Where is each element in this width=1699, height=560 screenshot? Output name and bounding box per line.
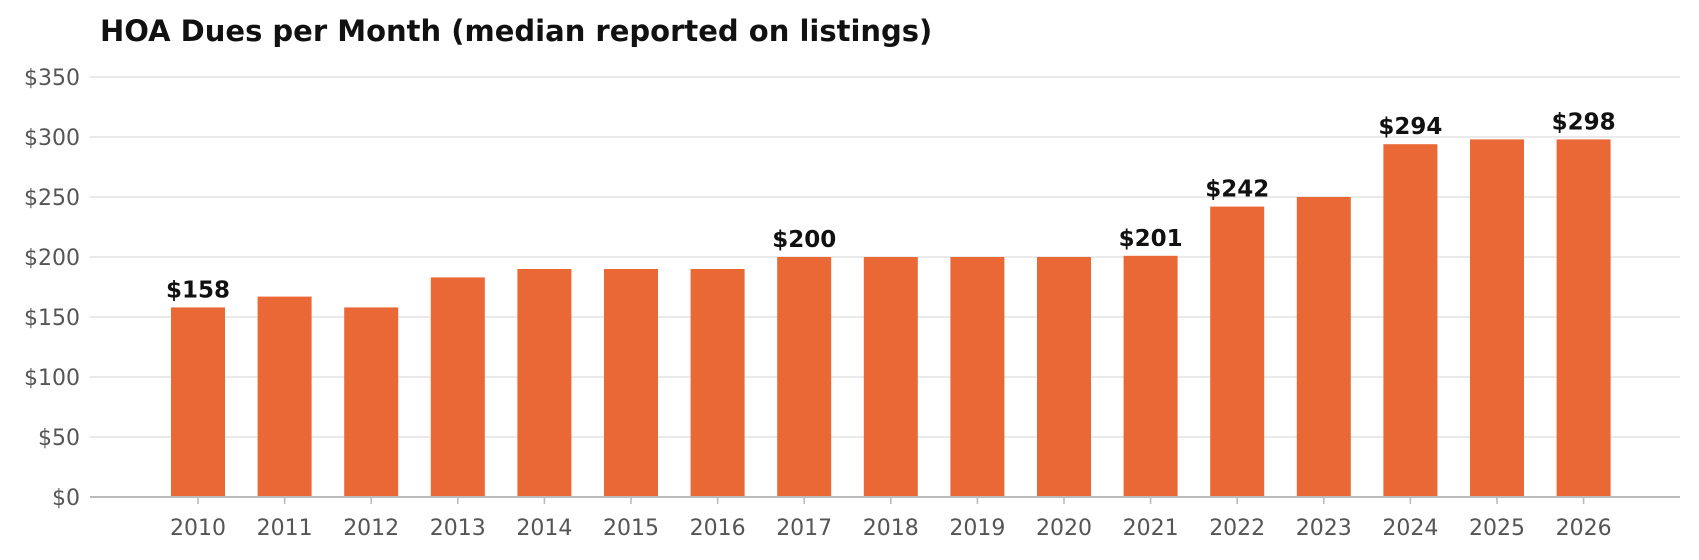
y-tick-label: $0 — [52, 486, 80, 511]
x-tick-label: 2014 — [516, 516, 572, 541]
data-label: $200 — [772, 227, 836, 253]
x-tick-label: 2023 — [1296, 516, 1352, 541]
x-tick-label: 2026 — [1556, 516, 1612, 541]
x-tick-label: 2010 — [170, 516, 226, 541]
bar — [257, 296, 312, 497]
bar — [171, 307, 225, 497]
bar — [1383, 144, 1438, 497]
y-tick-label: $150 — [24, 306, 80, 331]
x-tick-label: 2022 — [1209, 516, 1265, 541]
bar — [1037, 257, 1091, 497]
bar — [690, 269, 745, 497]
x-tick-label: 2021 — [1123, 516, 1179, 541]
y-tick-label: $50 — [38, 426, 80, 451]
bars — [171, 139, 1611, 497]
bar — [863, 257, 918, 497]
x-tick-label: 2011 — [257, 516, 313, 541]
x-tick-label: 2025 — [1469, 516, 1525, 541]
chart-title: HOA Dues per Month (median reported on l… — [100, 14, 933, 48]
x-tick-label: 2015 — [603, 516, 659, 541]
y-tick-label: $200 — [24, 246, 80, 271]
bar — [1123, 255, 1178, 497]
x-tick-label: 2020 — [1036, 516, 1092, 541]
x-tick-label: 2019 — [949, 516, 1005, 541]
y-tick-label: $250 — [24, 186, 80, 211]
x-tick-label: 2018 — [863, 516, 919, 541]
x-tick-label: 2012 — [343, 516, 399, 541]
y-tick-label: $300 — [24, 126, 80, 151]
y-tick-label: $100 — [24, 366, 80, 391]
y-tick-label: $350 — [24, 66, 80, 91]
data-label: $158 — [166, 277, 230, 303]
bar — [1556, 139, 1611, 497]
x-tick-label: 2024 — [1382, 516, 1438, 541]
bar — [604, 269, 658, 497]
bar — [517, 269, 572, 497]
x-tick-label: 2017 — [776, 516, 832, 541]
bar — [344, 307, 399, 497]
data-label: $298 — [1552, 109, 1616, 135]
bar — [430, 277, 485, 497]
bar — [1296, 197, 1351, 497]
x-tick-label: 2016 — [690, 516, 746, 541]
data-label: $294 — [1378, 114, 1442, 140]
data-label: $242 — [1205, 177, 1269, 203]
bar — [777, 257, 832, 497]
bar — [950, 257, 1005, 497]
data-label: $201 — [1119, 226, 1183, 252]
bar — [1210, 206, 1265, 497]
data-labels: $158 $200 $201 $242 $294 $298 — [166, 109, 1616, 303]
y-axis-ticks: $0 $50 $100 $150 $200 $250 $300 $350 — [24, 66, 80, 511]
x-tick-label: 2013 — [430, 516, 486, 541]
x-axis-ticks: 2010 2011 2012 2013 2014 2015 2016 2017 2018 2019… — [170, 497, 1612, 541]
bar — [1470, 139, 1524, 497]
